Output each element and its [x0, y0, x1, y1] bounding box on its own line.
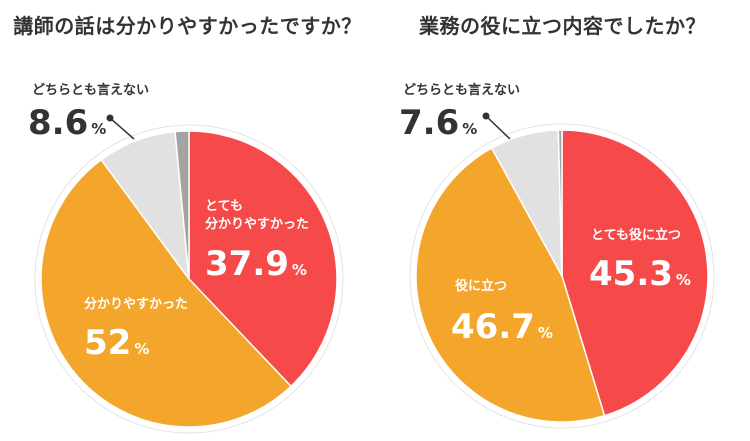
pie-slice-very-positive [188, 130, 338, 388]
label-line: 分かりやすかった [205, 216, 310, 232]
slice-value-very-useful: 45.3% [589, 257, 691, 291]
chart-title: 業務の役に立つ内容でしたか？ [419, 14, 706, 38]
pie-slice-positive [415, 147, 606, 423]
pie-slice-very-positive [561, 129, 709, 417]
pie-chart-instructor: 講師の話は分かりやすかったですか？ どちらとも言えない 8.6% とても分かりや… [13, 14, 362, 434]
slice-label-very-useful: とても役に立つ [591, 228, 681, 243]
value-unit: % [291, 261, 307, 279]
slice-value-clear: 52% [84, 326, 149, 360]
pie-svg [409, 112, 715, 429]
value-number: 52 [84, 323, 132, 363]
slice-label-clear: 分かりやすかった [84, 297, 189, 312]
slice-label-useful: 役に立つ [455, 279, 508, 294]
chart-title: 講師の話は分かりやすかったですか？ [13, 14, 362, 38]
pie-slice-other [557, 129, 563, 277]
callout-dot [482, 112, 490, 120]
value-number: 46.7 [451, 307, 535, 347]
callout-dot [106, 114, 114, 122]
value-unit: % [134, 340, 150, 358]
slice-label-very-clear: とても分かりやすかった [205, 198, 309, 233]
callout-label-neutral: どちらとも言えない [32, 83, 150, 98]
pie-svg [34, 114, 344, 434]
callout-value-neutral: 8.6% [28, 106, 106, 140]
pie-slice-positive [40, 158, 293, 428]
label-line: とても [205, 199, 243, 214]
callout-leader-line [109, 117, 135, 140]
pie-slice-other [174, 130, 190, 280]
value-unit: % [91, 120, 107, 138]
slice-value-very-clear: 37.9% [205, 247, 307, 281]
slice-value-useful: 46.7% [451, 310, 553, 344]
value-number: 8.6 [28, 103, 89, 143]
value-number: 45.3 [589, 254, 673, 294]
value-unit: % [462, 120, 478, 138]
pie-chart-usefulness: 業務の役に立つ内容でしたか？ どちらとも言えない 7.6% とても役に立つ 45… [375, 0, 750, 441]
value-number: 7.6 [399, 103, 460, 143]
callout-leader-line [485, 115, 511, 140]
callout-value-neutral: 7.6% [399, 106, 477, 140]
value-unit: % [675, 271, 691, 289]
value-unit: % [537, 324, 553, 342]
callout-label-neutral: どちらとも言えない [403, 83, 521, 98]
value-number: 37.9 [205, 244, 289, 284]
